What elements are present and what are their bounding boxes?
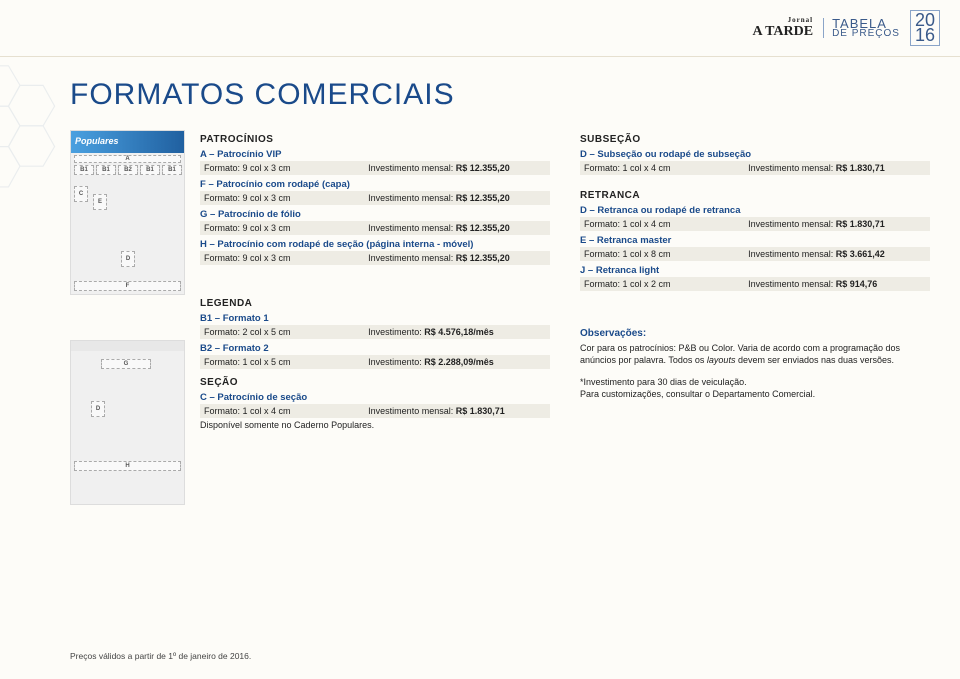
sub-item-row: Formato: 1 col x 4 cm Investimento mensa… <box>580 161 930 175</box>
sub-item-fmt: Formato: 1 col x 4 cm <box>584 163 748 173</box>
pat-item-2-row: Formato: 9 col x 3 cm Investimento mensa… <box>200 221 550 235</box>
secao-note: Disponível somente no Caderno Populares. <box>200 420 550 430</box>
zone-e: E <box>93 194 107 210</box>
observacoes-p1: Cor para os patrocínios: P&B ou Color. V… <box>580 342 930 366</box>
brand-jornal: Jornal <box>753 16 814 24</box>
tabela-box: TABELA DE PREÇOS <box>823 18 900 39</box>
pat-item-0-row: Formato: 9 col x 3 cm Investimento mensa… <box>200 161 550 175</box>
zone-a: A <box>74 155 181 163</box>
secao-item-title: C – Patrocínio de seção <box>200 392 550 403</box>
leg-item-0-fmt: Formato: 2 col x 5 cm <box>204 327 368 337</box>
zone-b1-2: B1 <box>96 165 116 175</box>
pat-item-3-row: Formato: 9 col x 3 cm Investimento mensa… <box>200 251 550 265</box>
zone-d: D <box>121 251 135 267</box>
leg-item-0-title: B1 – Formato 1 <box>200 313 550 324</box>
brand-logo: Jornal A TARDE <box>753 16 814 40</box>
secao-item-fmt: Formato: 1 col x 4 cm <box>204 406 368 416</box>
observacoes-p3: Para customizações, consultar o Departam… <box>580 388 930 400</box>
ret-item-0-fmt: Formato: 1 col x 4 cm <box>584 219 748 229</box>
content-area: PATROCÍNIOS A – Patrocínio VIP Formato: … <box>200 130 930 619</box>
ret-item-2-row: Formato: 1 col x 2 cm Investimento mensa… <box>580 277 930 291</box>
zone-d2: D <box>91 401 105 417</box>
ret-item-0-title: D – Retranca ou rodapé de retranca <box>580 205 930 216</box>
retranca-head: RETRANCA <box>580 190 930 201</box>
ret-item-0-inv: Investimento mensal: R$ 1.830,71 <box>748 219 926 229</box>
tabela-line2: DE PREÇOS <box>832 29 900 38</box>
legenda-head: LEGENDA <box>200 298 550 309</box>
leg-item-1-fmt: Formato: 1 col x 5 cm <box>204 357 368 367</box>
layout-thumbnail-2: G D H <box>70 340 185 505</box>
sub-item-title: D – Subseção ou rodapé de subseção <box>580 149 930 160</box>
year-bottom: 16 <box>915 28 935 43</box>
pat-item-2-inv: Investimento mensal: R$ 12.355,20 <box>368 223 546 233</box>
zone-b1-3: B1 <box>140 165 160 175</box>
zone-b1-1: B1 <box>74 165 94 175</box>
leg-item-0-inv: Investimento: R$ 4.576,18/mês <box>368 327 546 337</box>
leg-item-1-inv: Investimento: R$ 2.288,09/mês <box>368 357 546 367</box>
pat-item-1-row: Formato: 9 col x 3 cm Investimento mensa… <box>200 191 550 205</box>
leg-item-1-title: B2 – Formato 2 <box>200 343 550 354</box>
zone-g: G <box>101 359 151 369</box>
sub-item-inv: Investimento mensal: R$ 1.830,71 <box>748 163 926 173</box>
zone-f: F <box>74 281 181 291</box>
ret-item-1-fmt: Formato: 1 col x 8 cm <box>584 249 748 259</box>
zone-h: H <box>74 461 181 471</box>
thumb1-title: Populares <box>71 131 184 146</box>
leg-item-1-row: Formato: 1 col x 5 cm Investimento: R$ 2… <box>200 355 550 369</box>
ret-item-1-row: Formato: 1 col x 8 cm Investimento mensa… <box>580 247 930 261</box>
pat-item-2-fmt: Formato: 9 col x 3 cm <box>204 223 368 233</box>
observacoes-title: Observações: <box>580 328 930 339</box>
zone-b1-4: B1 <box>162 165 182 175</box>
ret-item-2-inv: Investimento mensal: R$ 914,76 <box>748 279 926 289</box>
pat-item-3-title: H – Patrocínio com rodapé de seção (pági… <box>200 239 550 250</box>
ret-item-0-row: Formato: 1 col x 4 cm Investimento mensa… <box>580 217 930 231</box>
header: Jornal A TARDE TABELA DE PREÇOS 20 16 <box>0 0 960 56</box>
brand-name: A TARDE <box>753 24 814 39</box>
pat-item-3-fmt: Formato: 9 col x 3 cm <box>204 253 368 263</box>
pat-item-1-inv: Investimento mensal: R$ 12.355,20 <box>368 193 546 203</box>
pat-item-1-title: F – Patrocínio com rodapé (capa) <box>200 179 550 190</box>
footer-note: Preços válidos a partir de 1º de janeiro… <box>70 651 251 661</box>
year-box: 20 16 <box>910 10 940 47</box>
ret-item-2-fmt: Formato: 1 col x 2 cm <box>584 279 748 289</box>
hex-background <box>0 60 80 360</box>
secao-item-inv: Investimento mensal: R$ 1.830,71 <box>368 406 546 416</box>
secao-item-row: Formato: 1 col x 4 cm Investimento mensa… <box>200 404 550 418</box>
column-right: SUBSEÇÃO D – Subseção ou rodapé de subse… <box>580 130 930 619</box>
ret-item-2-title: J – Retranca light <box>580 265 930 276</box>
pat-item-0-title: A – Patrocínio VIP <box>200 149 550 160</box>
page-title: FORMATOS COMERCIAIS <box>70 78 455 112</box>
subsecao-head: SUBSEÇÃO <box>580 134 930 145</box>
pat-item-2-title: G – Patrocínio de fólio <box>200 209 550 220</box>
pat-item-3-inv: Investimento mensal: R$ 12.355,20 <box>368 253 546 263</box>
layout-thumbnail-1: Populares A B1 B1 B2 B1 B1 C E D F <box>70 130 185 295</box>
observacoes-p2: *Investimento para 30 dias de veiculação… <box>580 376 930 388</box>
pat-item-0-fmt: Formato: 9 col x 3 cm <box>204 163 368 173</box>
header-divider <box>0 56 960 57</box>
column-left: PATROCÍNIOS A – Patrocínio VIP Formato: … <box>200 130 550 619</box>
secao-head: SEÇÃO <box>200 377 550 388</box>
pat-item-1-fmt: Formato: 9 col x 3 cm <box>204 193 368 203</box>
patrocinios-head: PATROCÍNIOS <box>200 134 550 145</box>
leg-item-0-row: Formato: 2 col x 5 cm Investimento: R$ 4… <box>200 325 550 339</box>
ret-item-1-inv: Investimento mensal: R$ 3.661,42 <box>748 249 926 259</box>
pat-item-0-inv: Investimento mensal: R$ 12.355,20 <box>368 163 546 173</box>
zone-c: C <box>74 186 88 202</box>
zone-b2: B2 <box>118 165 138 175</box>
ret-item-1-title: E – Retranca master <box>580 235 930 246</box>
